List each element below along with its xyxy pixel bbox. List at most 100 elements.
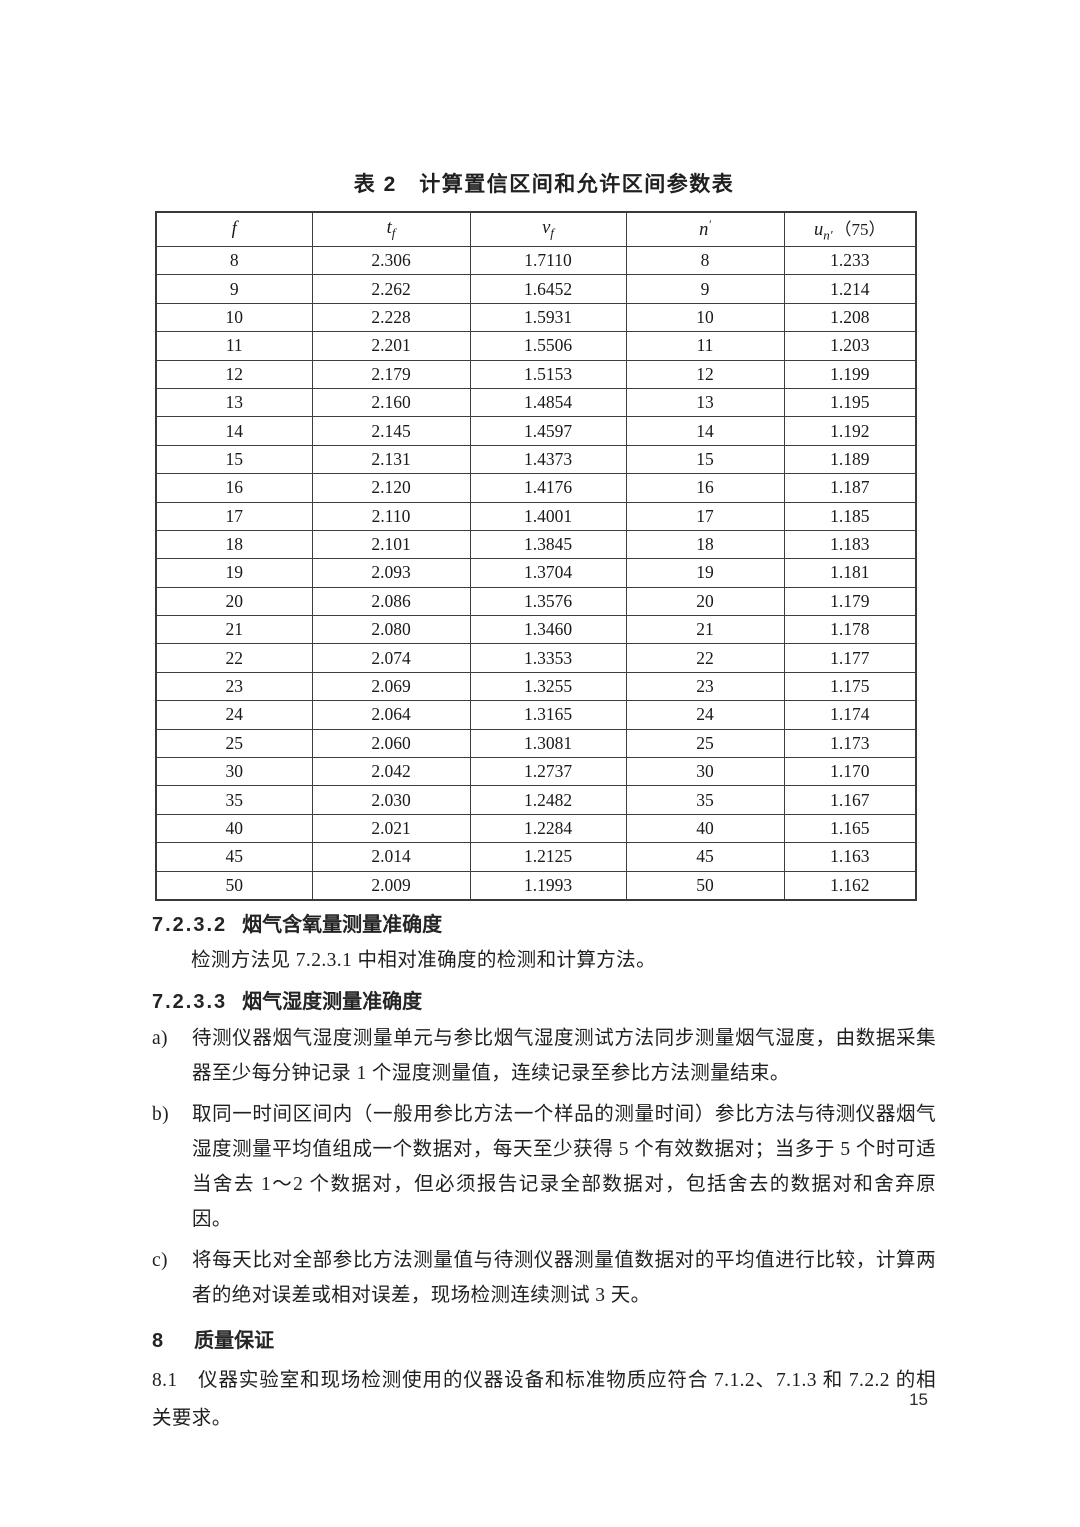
section-heading-7-2-3-2: 7.2.3.2 烟气含氧量测量准确度 xyxy=(152,912,936,939)
cell-vf: 1.3353 xyxy=(469,643,627,673)
cell-un75: 1.203 xyxy=(783,331,917,361)
list-marker-c: c) xyxy=(152,1249,168,1271)
cell-vf: 1.4001 xyxy=(469,501,627,531)
cell-un75: 1.199 xyxy=(783,359,917,389)
table-row: 40 2.021 1.2284 40 1.165 xyxy=(155,813,917,844)
list-marker-b: b) xyxy=(152,1103,170,1125)
table-row: 19 2.093 1.3704 19 1.181 xyxy=(155,558,917,588)
cell-n-prime: 8 xyxy=(625,245,785,276)
cell-un75: 1.214 xyxy=(783,274,917,304)
table-row: 35 2.030 1.2482 35 1.167 xyxy=(155,785,917,815)
table-row: 24 2.064 1.3165 24 1.174 xyxy=(155,700,917,730)
paragraph-7-2-3-2: 检测方法见 7.2.3.1 中相对准确度的检测和计算方法。 xyxy=(191,949,656,971)
list-item-c: c) 将每天比对全部参比方法测量值与待测仪器测量值数据对的平均值进行比较，计算两… xyxy=(152,1243,936,1313)
parameters-table: f tf vf n′ un′ （75） 8 2.306 1.7110 8 1.23… xyxy=(155,211,917,901)
table-row: 16 2.120 1.4176 16 1.187 xyxy=(155,473,917,503)
cell-n-prime: 50 xyxy=(625,870,785,901)
cell-f: 19 xyxy=(155,558,313,588)
cell-n-prime: 23 xyxy=(625,671,785,702)
cell-vf: 1.5506 xyxy=(469,331,627,361)
cell-vf: 1.4176 xyxy=(469,473,627,503)
page-content: 表 2 计算置信区间和允许区间参数表 f tf vf n′ un′ （75） xyxy=(152,168,936,1438)
cell-tf: 2.074 xyxy=(311,643,471,673)
cell-un75: 1.189 xyxy=(783,444,917,475)
cell-tf: 2.306 xyxy=(311,245,471,276)
header-subscript-f: f xyxy=(550,225,554,241)
cell-f: 17 xyxy=(155,501,313,531)
table-caption: 表 2 计算置信区间和允许区间参数表 xyxy=(353,173,735,196)
cell-un75: 1.183 xyxy=(783,529,917,560)
cell-tf: 2.179 xyxy=(311,359,471,389)
cell-un75: 1.185 xyxy=(783,501,917,531)
section-title: 烟气湿度测量准确度 xyxy=(242,990,423,1013)
header-symbol-v: v xyxy=(542,217,551,238)
cell-vf: 1.3576 xyxy=(469,586,627,617)
cell-vf: 1.3704 xyxy=(469,558,627,588)
cell-un75: 1.173 xyxy=(783,728,917,759)
cell-vf: 1.3081 xyxy=(469,728,627,759)
cell-un75: 1.175 xyxy=(783,671,917,702)
column-header-f: f xyxy=(155,211,313,247)
cell-tf: 2.120 xyxy=(311,473,471,503)
cell-n-prime: 21 xyxy=(625,615,785,645)
list-item-b-text: 取同一时间区间内（一般用参比方法一个样品的测量时间）参比方法与待测仪器烟气湿度测… xyxy=(192,1103,936,1230)
cell-vf: 1.6452 xyxy=(469,274,627,304)
list-item-c-text: 将每天比对全部参比方法测量值与待测仪器测量值数据对的平均值进行比较，计算两者的绝… xyxy=(192,1249,936,1306)
header-symbol-t: t xyxy=(386,217,392,238)
cell-vf: 1.2125 xyxy=(469,842,627,872)
cell-n-prime: 17 xyxy=(625,501,785,531)
cell-f: 13 xyxy=(155,387,313,418)
cell-un75: 1.162 xyxy=(783,870,917,901)
section-number: 8 xyxy=(152,1329,164,1352)
cell-f: 23 xyxy=(155,671,313,702)
column-header-tf: tf xyxy=(311,211,471,247)
lettered-list: a) 待测仪器烟气湿度测量单元与参比烟气湿度测试方法同步测量烟气湿度，由数据采集… xyxy=(152,1021,936,1313)
section-title: 烟气含氧量测量准确度 xyxy=(242,913,443,936)
table-row: 13 2.160 1.4854 13 1.195 xyxy=(155,387,917,418)
cell-vf: 1.4597 xyxy=(469,416,627,446)
column-header-vf: vf xyxy=(469,211,627,247)
cell-un75: 1.177 xyxy=(783,643,917,673)
cell-n-prime: 35 xyxy=(625,785,785,815)
cell-f: 8 xyxy=(155,245,313,276)
cell-f: 9 xyxy=(155,274,313,304)
cell-n-prime: 9 xyxy=(625,274,785,304)
cell-tf: 2.131 xyxy=(311,444,471,475)
cell-un75: 1.167 xyxy=(783,785,917,815)
list-marker-a: a) xyxy=(152,1027,168,1049)
cell-f: 24 xyxy=(155,700,313,730)
cell-f: 10 xyxy=(155,302,313,333)
cell-tf: 2.086 xyxy=(311,586,471,617)
cell-un75: 1.163 xyxy=(783,842,917,872)
table-row: 45 2.014 1.2125 45 1.163 xyxy=(155,842,917,872)
list-item-a: a) 待测仪器烟气湿度测量单元与参比烟气湿度测试方法同步测量烟气湿度，由数据采集… xyxy=(152,1021,936,1091)
cell-vf: 1.4373 xyxy=(469,444,627,475)
header-symbol-f: f xyxy=(231,219,237,239)
cell-f: 50 xyxy=(155,870,313,901)
cell-tf: 2.145 xyxy=(311,416,471,446)
cell-n-prime: 40 xyxy=(625,813,785,844)
cell-n-prime: 14 xyxy=(625,416,785,446)
table-row: 8 2.306 1.7110 8 1.233 xyxy=(155,245,917,276)
header-symbol-n: n xyxy=(699,220,709,241)
cell-un75: 1.181 xyxy=(783,558,917,588)
cell-un75: 1.178 xyxy=(783,615,917,645)
cell-n-prime: 16 xyxy=(625,473,785,503)
table-row: 11 2.201 1.5506 11 1.203 xyxy=(155,331,917,361)
table-row: 22 2.074 1.3353 22 1.177 xyxy=(155,643,917,673)
cell-n-prime: 22 xyxy=(625,643,785,673)
cell-tf: 2.021 xyxy=(311,813,471,844)
cell-tf: 2.069 xyxy=(311,671,471,702)
cell-un75: 1.187 xyxy=(783,473,917,503)
cell-n-prime: 30 xyxy=(625,757,785,787)
list-item-b: b) 取同一时间区间内（一般用参比方法一个样品的测量时间）参比方法与待测仪器烟气… xyxy=(152,1097,936,1237)
cell-n-prime: 13 xyxy=(625,387,785,418)
cell-un75: 1.179 xyxy=(783,586,917,617)
table-row: 17 2.110 1.4001 17 1.185 xyxy=(155,501,917,531)
cell-n-prime: 20 xyxy=(625,586,785,617)
cell-n-prime: 11 xyxy=(625,331,785,361)
cell-f: 20 xyxy=(155,586,313,617)
table-row: 14 2.145 1.4597 14 1.192 xyxy=(155,416,917,446)
header-prime-mark: ′ xyxy=(708,217,711,232)
table-row: 18 2.101 1.3845 18 1.183 xyxy=(155,529,917,560)
